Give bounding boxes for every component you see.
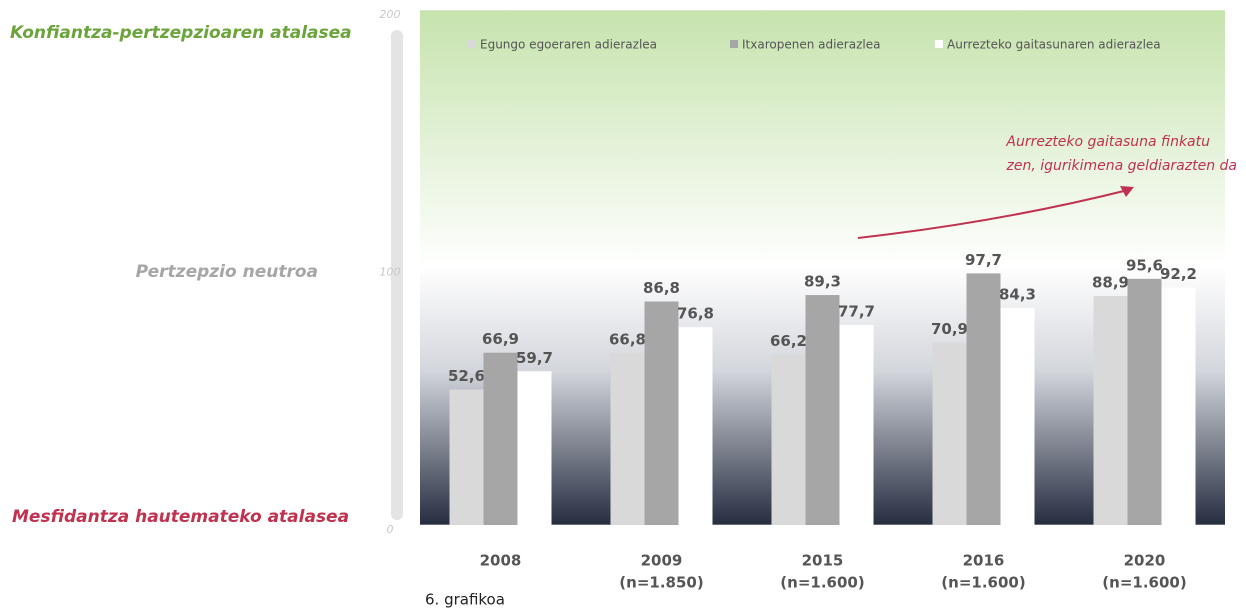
data-label: 66,8: [609, 330, 646, 348]
annotation-arrowhead: [1120, 186, 1134, 197]
y-tick-label: 100: [380, 266, 401, 279]
scale-bar: [391, 30, 403, 520]
bar: [483, 352, 518, 525]
bar: [771, 354, 806, 525]
bar: [1000, 307, 1035, 525]
data-label: 70,9: [931, 320, 968, 338]
x-tick-label: 2015: [802, 552, 844, 570]
zone-label-middle: Pertzepzio neutroa: [136, 262, 318, 282]
bar: [1161, 287, 1196, 525]
x-tick-label: 2020: [1124, 552, 1166, 570]
data-label: 97,7: [965, 251, 1002, 269]
bar: [1127, 278, 1162, 525]
annotation-line: zen, igurikimena geldiarazten da: [1005, 158, 1237, 174]
legend-label: Egungo egoeraren adierazlea: [480, 38, 657, 52]
annotation-line: Aurrezteko gaitasuna finkatu: [1005, 134, 1210, 150]
legend-label: Itxaropenen adierazlea: [742, 38, 880, 52]
x-tick-note: (n=1.850): [619, 574, 703, 592]
bar: [610, 352, 645, 525]
bar: [678, 327, 713, 525]
legend-swatch: [935, 40, 943, 48]
y-tick-label: 200: [380, 8, 401, 21]
bar: [517, 371, 552, 525]
bar: [644, 301, 679, 525]
bar: [449, 389, 484, 525]
x-tick-label: 2016: [963, 552, 1005, 570]
bar: [1093, 296, 1128, 525]
x-tick-label: 2009: [641, 552, 683, 570]
zone-label-top: Konfiantza-pertzepzioaren atalasea: [10, 23, 352, 43]
annotation-arrow: [857, 189, 1129, 239]
x-tick-note: (n=1.600): [941, 574, 1025, 592]
data-label: 52,6: [448, 367, 485, 385]
data-label: 88,9: [1092, 274, 1129, 292]
zone-label-bottom: Mesfidantza hautemateko atalasea: [12, 507, 349, 527]
legend-swatch: [730, 40, 738, 48]
x-tick-note: (n=1.600): [780, 574, 864, 592]
bar: [966, 273, 1001, 525]
bar: [805, 295, 840, 525]
data-label: 76,8: [677, 305, 714, 323]
bar: [839, 324, 874, 525]
data-label: 92,2: [1160, 265, 1197, 283]
y-tick-label: 0: [387, 523, 394, 536]
x-tick-label: 2008: [480, 552, 522, 570]
data-label: 77,7: [838, 302, 875, 320]
data-label: 66,9: [482, 330, 519, 348]
x-tick-note: (n=1.600): [1102, 574, 1186, 592]
data-label: 89,3: [804, 273, 841, 291]
legend-swatch: [468, 40, 476, 48]
data-label: 66,2: [770, 332, 807, 350]
legend-label: Aurrezteko gaitasunaren adierazlea: [947, 38, 1161, 52]
data-label: 86,8: [643, 279, 680, 297]
data-label: 84,3: [999, 285, 1036, 303]
data-label: 95,6: [1126, 256, 1163, 274]
data-label: 59,7: [516, 349, 553, 367]
caption: 6. grafikoa: [425, 591, 505, 609]
bar: [932, 342, 967, 525]
